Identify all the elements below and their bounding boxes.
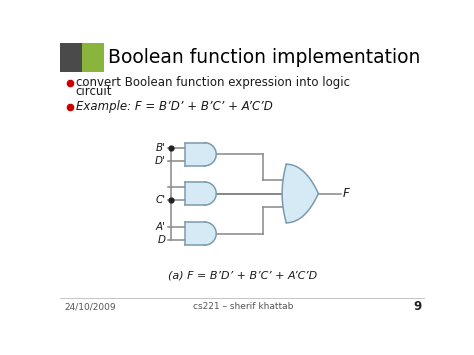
Bar [82, 43, 103, 72]
Text: (a) F = B’D’ + B’C’ + A’C’D: (a) F = B’D’ + B’C’ + A’C’D [168, 271, 318, 281]
Bar [61, 43, 82, 72]
Text: 24/10/2009: 24/10/2009 [64, 302, 116, 311]
Polygon shape [185, 182, 216, 205]
Text: D': D' [155, 156, 166, 166]
Text: F: F [343, 187, 350, 200]
Text: cs221 – sherif khattab: cs221 – sherif khattab [193, 302, 293, 311]
Text: 9: 9 [413, 300, 421, 313]
Text: A': A' [156, 222, 166, 232]
Text: Boolean function implementation: Boolean function implementation [108, 48, 420, 67]
Text: circuit: circuit [76, 86, 112, 98]
Text: Example: F = B’D’ + B’C’ + A’C’D: Example: F = B’D’ + B’C’ + A’C’D [76, 100, 273, 113]
Polygon shape [282, 164, 319, 223]
Text: convert Boolean function expression into logic: convert Boolean function expression into… [76, 76, 350, 89]
Text: D: D [158, 235, 166, 245]
Polygon shape [185, 143, 216, 166]
Text: B': B' [156, 143, 166, 153]
Polygon shape [185, 222, 216, 245]
Text: C': C' [156, 195, 166, 205]
